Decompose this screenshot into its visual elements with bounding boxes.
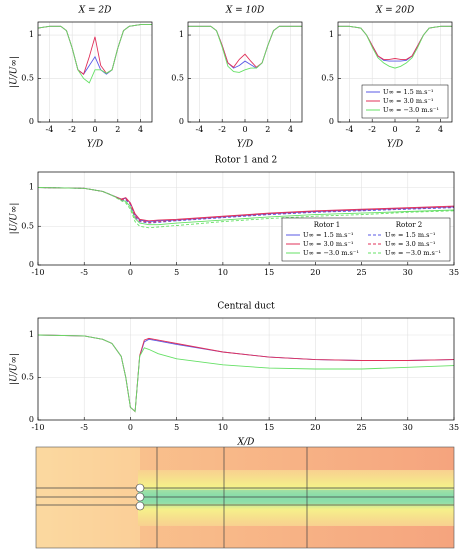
data-line	[37, 187, 455, 226]
plot-frame	[337, 21, 453, 123]
data-line	[188, 25, 302, 73]
x-axis-label: Y/D	[237, 140, 253, 150]
legend-label: U∞ = 1.5 m.s⁻¹	[385, 231, 436, 239]
legend-label: U∞ = −3.0 m.s⁻¹	[303, 249, 359, 257]
legend-box	[281, 217, 451, 262]
legend-label: U∞ = −3.0 m.s⁻¹	[383, 106, 439, 114]
chart-title: X = 10D	[225, 6, 264, 16]
y-tick-label: 0.5	[21, 221, 34, 230]
legend-label: U∞ = 1.5 m.s⁻¹	[303, 231, 354, 239]
x-tick-label: 25	[356, 423, 366, 432]
x-tick-label: 10	[218, 423, 228, 432]
x-axis-label: Y/D	[387, 140, 403, 150]
y-tick-label: 0.5	[171, 74, 184, 83]
legend: Rotor 1U∞ = 1.5 m.s⁻¹U∞ = 3.0 m.s⁻¹U∞ = …	[281, 217, 451, 262]
x-tick-label: 30	[403, 423, 413, 432]
data-line	[37, 334, 455, 413]
data-line	[338, 25, 452, 69]
y-tick-label: 0	[29, 260, 34, 269]
x-tick-label: 20	[310, 423, 320, 432]
y-tick-label: 1	[329, 30, 334, 39]
x-tick-label: 4	[438, 125, 443, 134]
legend-label: U∞ = 3.0 m.s⁻¹	[303, 240, 354, 248]
x-axis-label: X/D	[237, 438, 255, 448]
chart-title: Rotor 1 and 2	[215, 156, 278, 166]
plot-frame	[187, 21, 303, 123]
x-tick-label: -5	[80, 423, 88, 432]
plot-frame	[37, 317, 455, 421]
x-tick-label: 30	[403, 268, 413, 277]
x-tick-label: 5	[174, 268, 179, 277]
x-tick-label: -2	[68, 125, 76, 134]
x-tick-label: 0	[392, 125, 397, 134]
legend-label: U∞ = −3.0 m.s⁻¹	[385, 249, 441, 257]
y-tick-label: 1	[29, 183, 34, 192]
y-tick-label: 0	[179, 117, 184, 126]
chart-title: X = 2D	[78, 6, 112, 16]
plot-frame	[37, 21, 153, 123]
y-tick-label: 0.5	[21, 373, 34, 382]
data-line	[37, 187, 455, 229]
y-tick-label: 0	[329, 117, 334, 126]
y-axis-label: |U/U∞|	[10, 203, 20, 235]
data-line	[37, 187, 455, 224]
x-tick-label: -2	[368, 125, 376, 134]
x-tick-label: 2	[115, 125, 120, 134]
x-tick-label: -4	[196, 125, 204, 134]
legend-label: U∞ = 3.0 m.s⁻¹	[383, 97, 434, 105]
x-tick-label: -4	[346, 125, 354, 134]
legend-label: U∞ = 1.5 m.s⁻¹	[383, 88, 434, 96]
legend-title: Rotor 1	[314, 221, 341, 229]
data-line	[37, 187, 455, 223]
x-tick-label: 0	[242, 125, 247, 134]
x-axis-label: Y/D	[87, 140, 103, 150]
x-tick-label: 10	[218, 268, 228, 277]
x-tick-label: 0	[92, 125, 97, 134]
y-tick-label: 0	[29, 415, 34, 424]
x-tick-label: 35	[449, 268, 459, 277]
chart-title: Central duct	[217, 302, 275, 312]
x-tick-label: -5	[80, 268, 88, 277]
chart-title: X = 20D	[375, 6, 414, 16]
x-tick-label: 5	[174, 423, 179, 432]
contour-field	[35, 446, 455, 549]
x-tick-label: 25	[356, 268, 366, 277]
y-tick-label: 1	[179, 30, 184, 39]
x-tick-label: 15	[264, 268, 274, 277]
x-tick-label: 2	[265, 125, 270, 134]
legend-title: Rotor 2	[396, 221, 423, 229]
x-tick-label: -4	[46, 125, 54, 134]
y-tick-label: 0	[29, 117, 34, 126]
y-tick-label: 0.5	[321, 74, 334, 83]
x-tick-label: -10	[32, 423, 45, 432]
legend-label: U∞ = 3.0 m.s⁻¹	[385, 240, 436, 248]
data-line	[37, 24, 152, 84]
x-tick-label: -2	[218, 125, 226, 134]
y-axis-label: |U/U∞|	[10, 353, 20, 385]
y-tick-label: 1	[29, 30, 34, 39]
plot-frame	[37, 171, 455, 266]
x-tick-label: 2	[415, 125, 420, 134]
legend: U∞ = 1.5 m.s⁻¹U∞ = 3.0 m.s⁻¹U∞ = −3.0 m.…	[361, 84, 449, 119]
y-tick-label: 1	[29, 330, 34, 339]
x-tick-label: -10	[32, 268, 45, 277]
x-tick-label: 20	[310, 268, 320, 277]
x-tick-label: 15	[264, 423, 274, 432]
x-tick-label: 4	[288, 125, 293, 134]
x-tick-label: 0	[128, 423, 133, 432]
x-tick-label: 35	[449, 423, 459, 432]
x-tick-label: 0	[128, 268, 133, 277]
y-axis-label: |U/U∞|	[10, 56, 20, 88]
x-tick-label: 4	[138, 125, 143, 134]
plot-area	[38, 318, 454, 420]
y-tick-label: 0.5	[21, 74, 34, 83]
